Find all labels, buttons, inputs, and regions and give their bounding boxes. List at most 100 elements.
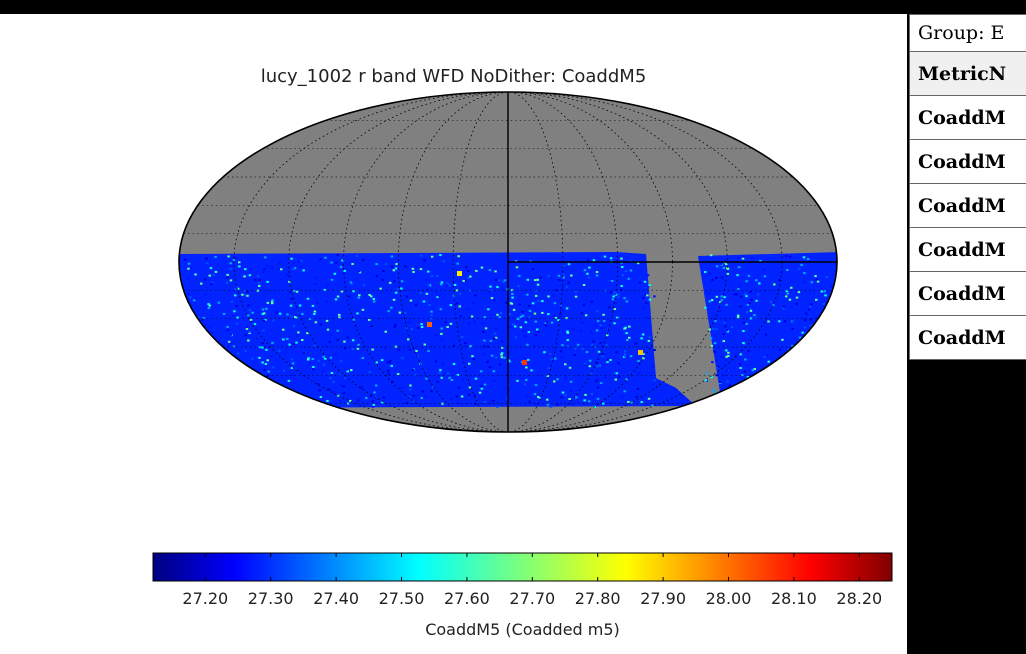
healpix-pixel — [596, 397, 600, 400]
healpix-pixel — [728, 384, 732, 387]
healpix-pixel — [324, 327, 328, 330]
healpix-pixel — [558, 279, 561, 281]
healpix-pixel — [394, 291, 398, 294]
healpix-pixel — [534, 320, 537, 323]
healpix-pixel — [357, 270, 361, 273]
healpix-pixel — [440, 332, 443, 335]
healpix-pixel — [330, 278, 334, 281]
healpix-pixel — [502, 280, 505, 283]
healpix-pixel — [547, 367, 550, 370]
healpix-pixel — [648, 336, 651, 339]
healpix-pixel — [420, 323, 423, 326]
healpix-pixel — [195, 334, 198, 337]
healpix-pixel — [179, 358, 181, 361]
healpix-pixel — [489, 400, 492, 403]
healpix-pixel — [294, 316, 297, 319]
healpix-pixel — [286, 313, 289, 316]
healpix-pixel — [292, 262, 295, 265]
healpix-pixel — [464, 342, 467, 344]
healpix-pixel — [753, 368, 756, 370]
healpix-pixel — [393, 280, 396, 283]
healpix-pixel — [725, 349, 728, 352]
healpix-pixel — [387, 370, 390, 373]
healpix-pixel — [263, 312, 266, 315]
healpix-pixel — [199, 349, 202, 352]
healpix-pixel — [769, 301, 773, 304]
healpix-pixel — [179, 295, 183, 298]
healpix-pixel — [736, 398, 739, 401]
healpix-pixel — [553, 314, 557, 317]
healpix-pixel — [815, 358, 818, 361]
healpix-pixel — [575, 396, 578, 399]
healpix-pixel — [620, 285, 623, 287]
healpix-pixel — [582, 303, 586, 306]
healpix-pixel — [715, 366, 718, 369]
healpix-pixel — [526, 278, 530, 281]
healpix-pixel — [234, 288, 237, 291]
healpix-pixel — [257, 282, 261, 285]
healpix-pixel — [779, 376, 782, 379]
healpix-pixel — [557, 274, 561, 277]
healpix-pixel — [521, 310, 524, 313]
healpix-pixel — [200, 368, 203, 371]
healpix-pixel — [179, 284, 181, 287]
healpix-pixel — [453, 284, 457, 286]
healpix-pixel — [457, 255, 460, 258]
healpix-pixel — [615, 316, 619, 319]
healpix-pixel — [718, 381, 722, 384]
colorbar: 27.20 27.30 27.40 27.50 27.60 27.70 27.80 27.90… — [152, 552, 893, 608]
healpix-pixel — [626, 339, 629, 341]
healpix-pixel — [471, 355, 474, 358]
healpix-pixel — [250, 379, 253, 382]
healpix-pixel — [627, 401, 630, 403]
healpix-pixel — [473, 394, 476, 397]
healpix-pixel — [586, 272, 589, 275]
healpix-pixel — [823, 290, 826, 293]
healpix-pixel — [187, 277, 190, 280]
healpix-pixel — [537, 396, 540, 398]
healpix-pixel — [795, 302, 798, 305]
healpix-pixel — [498, 316, 501, 319]
healpix-pixel — [554, 316, 558, 319]
healpix-pixel — [245, 327, 249, 330]
healpix-pixel — [816, 317, 819, 320]
healpix-pixel — [704, 271, 707, 273]
healpix-pixel — [500, 287, 504, 290]
healpix-pixel — [783, 320, 787, 323]
healpix-pixel — [338, 316, 341, 319]
healpix-pixel — [783, 386, 786, 389]
healpix-pixel — [824, 294, 827, 297]
healpix-pixel — [812, 366, 815, 369]
healpix-pixel — [187, 329, 190, 332]
healpix-pixel — [254, 395, 257, 398]
healpix-pixel — [786, 292, 790, 295]
healpix-pixel — [606, 361, 609, 364]
healpix-pixel — [818, 365, 822, 368]
healpix-pixel — [795, 389, 798, 392]
healpix-pixel — [565, 307, 569, 310]
healpix-pixel — [468, 393, 471, 396]
healpix-pixel — [325, 319, 329, 322]
healpix-pixel — [763, 289, 767, 292]
healpix-pixel — [823, 325, 826, 328]
healpix-pixel — [828, 385, 831, 388]
healpix-pixel — [499, 312, 503, 315]
healpix-pixel — [243, 275, 246, 278]
healpix-pixel — [773, 283, 776, 286]
healpix-pixel — [722, 266, 726, 269]
healpix-pixel — [571, 328, 575, 331]
healpix-pixel — [480, 387, 484, 390]
healpix-pixel — [596, 320, 600, 323]
healpix-pixel — [203, 403, 206, 406]
healpix-pixel — [583, 269, 587, 272]
table-row: CoaddM — [909, 271, 1026, 316]
healpix-pixel — [560, 356, 564, 359]
healpix-pixel — [620, 261, 623, 264]
healpix-pixel — [736, 316, 740, 319]
healpix-pixel — [772, 304, 775, 307]
healpix-pixel — [350, 369, 353, 372]
healpix-pixel — [466, 276, 470, 279]
healpix-pixel — [290, 297, 293, 300]
healpix-pixel — [767, 320, 770, 323]
healpix-pixel — [616, 293, 620, 296]
